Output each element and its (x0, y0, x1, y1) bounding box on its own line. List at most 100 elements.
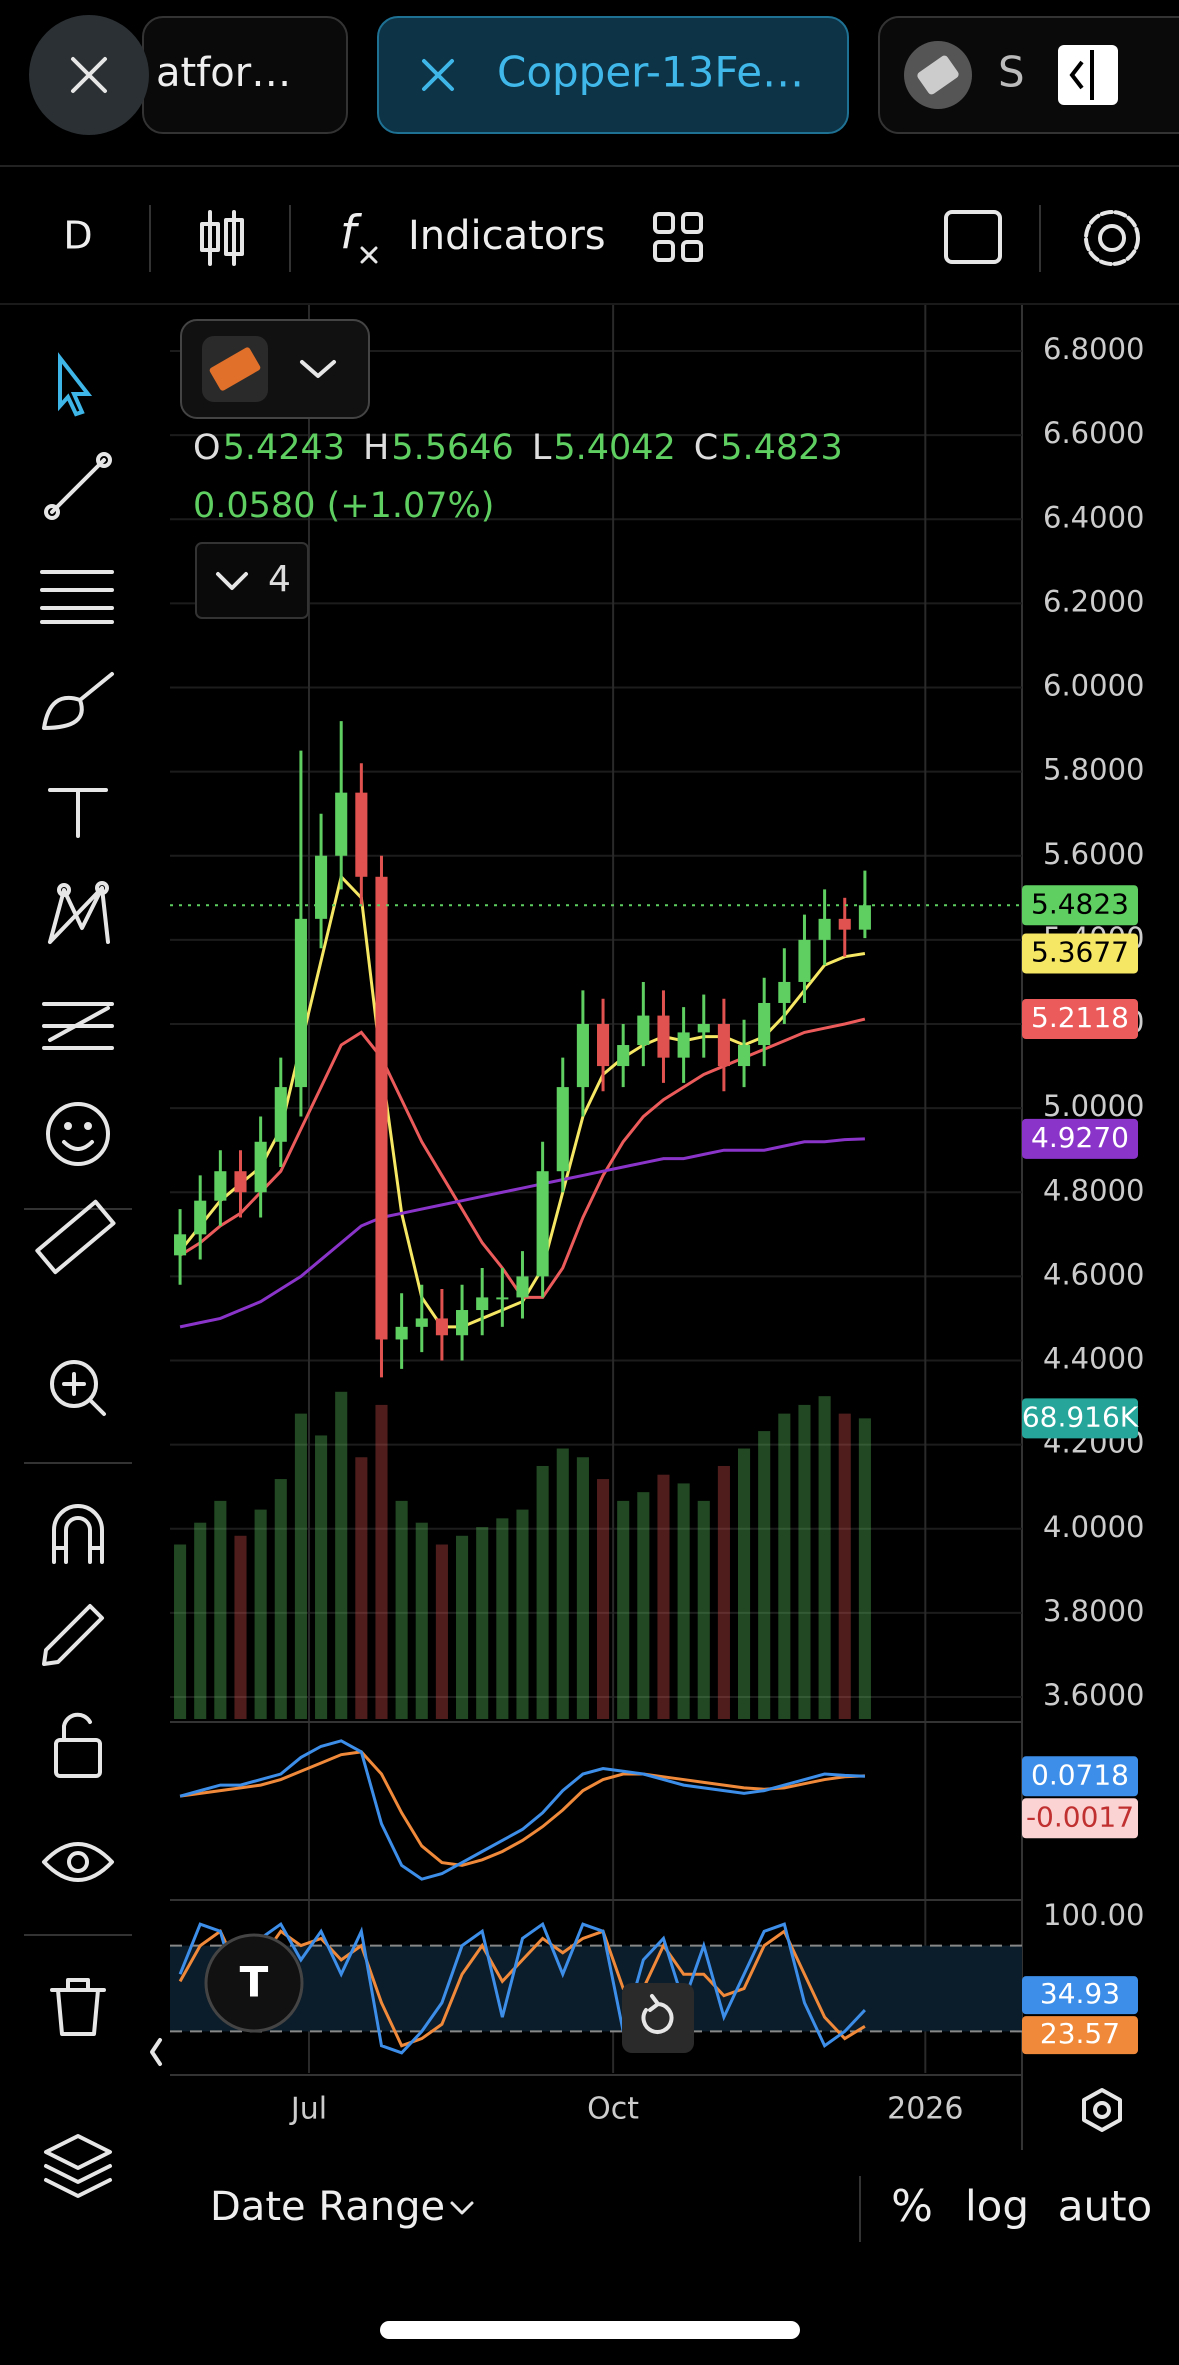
cursor-tool[interactable] (58, 352, 93, 417)
volume-bar (254, 1509, 267, 1719)
settings-button[interactable] (1084, 210, 1140, 266)
layout-button[interactable] (653, 212, 703, 262)
indicator-toggle[interactable] (195, 542, 309, 619)
y-tick-label: 6.2000 (1043, 584, 1144, 618)
volume-bar (315, 1435, 328, 1719)
log-toggle[interactable]: log (965, 2182, 1029, 2231)
macd-hist-badge (1022, 1798, 1138, 1839)
candle-body (536, 1171, 549, 1277)
macd-line (179, 1739, 865, 1881)
interval[interactable]: D (63, 214, 92, 258)
stoch-badge (1022, 2016, 1138, 2055)
symbol-icon-shape (209, 347, 261, 391)
candle-body (274, 1087, 287, 1142)
lock-tool[interactable] (54, 1712, 102, 1778)
volume-bar (274, 1479, 287, 1719)
emoji-tool[interactable] (46, 1102, 110, 1166)
fib-tool[interactable] (40, 570, 114, 624)
indicator-count: 4 (268, 559, 291, 600)
volume-bar (597, 1479, 610, 1719)
indicators-button[interactable]: Indicators (408, 213, 606, 259)
macd-badge (1022, 1756, 1138, 1797)
fullscreen-button[interactable] (944, 210, 1002, 264)
stoch-band (170, 1945, 1022, 2032)
ruler-tool[interactable] (35, 1199, 116, 1275)
volume-bar (476, 1527, 489, 1719)
y-tick-label: 3.8000 (1043, 1594, 1144, 1628)
reset-icon (641, 1994, 674, 2034)
candle-body (576, 1024, 589, 1088)
y-tick-label: 5.8000 (1043, 753, 1144, 787)
panel-toggle[interactable] (1058, 45, 1118, 105)
home-indicator (380, 2321, 800, 2339)
fx-icon-x (360, 246, 378, 264)
candle-body (194, 1200, 207, 1235)
volume-bar (617, 1500, 630, 1719)
ohlc-value: 5.4042 (553, 428, 675, 468)
y-tick-label: 6.8000 (1043, 332, 1144, 366)
magnet-tool[interactable] (52, 1504, 104, 1564)
volume-bar (657, 1474, 670, 1719)
ohlc-label: L (532, 428, 552, 468)
tab-close[interactable] (422, 59, 454, 91)
visibility-tool[interactable] (42, 1842, 114, 1882)
y-tick-label: 4.0000 (1043, 1510, 1144, 1544)
layers-tool[interactable] (44, 2134, 112, 2198)
volume-bar (335, 1391, 348, 1719)
scroll-left[interactable] (150, 2038, 162, 2066)
candle-body (717, 1024, 730, 1067)
volume-bar (395, 1500, 408, 1719)
volume-bar (637, 1492, 650, 1719)
tradingview-logo[interactable] (204, 1933, 304, 2033)
volume-bar (778, 1413, 791, 1719)
ohlc-value: 5.4243 (223, 428, 345, 468)
logo-glyph: T (240, 1958, 269, 2007)
volume-bar (536, 1465, 549, 1719)
date-range-button[interactable]: Date Range (210, 2184, 445, 2230)
volume-bar (496, 1518, 509, 1719)
candle-body (294, 918, 307, 1088)
candle-body (738, 1045, 751, 1067)
candle-body (395, 1326, 408, 1340)
candle-body (516, 1276, 529, 1298)
volume-bar (556, 1448, 569, 1719)
brush-tool[interactable] (42, 672, 114, 730)
candle-type-button[interactable] (200, 210, 244, 266)
candle-body (456, 1310, 469, 1336)
axis-settings[interactable] (1082, 2088, 1122, 2132)
tab-title: atfor… (156, 50, 291, 96)
zoom-tool[interactable] (50, 1360, 106, 1416)
line-tool[interactable] (44, 452, 112, 520)
delete-tool[interactable] (50, 1978, 106, 2036)
stoch-badge-label: 23.57 (1040, 2017, 1120, 2050)
date-range-chevron (450, 2201, 474, 2215)
x-tick-label: Oct (587, 2092, 639, 2127)
price-badge-label: 5.3677 (1031, 935, 1129, 968)
percent-toggle[interactable]: % (891, 2181, 933, 2232)
candle-body (637, 1015, 650, 1046)
price-badge-label: 68.916K (1022, 1400, 1139, 1433)
pattern-tool[interactable] (48, 881, 110, 944)
indicator-chevron (216, 572, 248, 590)
stoch-badge (1022, 1976, 1138, 2015)
volume-bar (738, 1448, 751, 1719)
y-tick-label: 6.4000 (1043, 500, 1144, 534)
candle-body (435, 1318, 448, 1336)
auto-toggle[interactable]: auto (1058, 2182, 1153, 2231)
reset-button[interactable] (622, 1983, 694, 2053)
stoch-tick-label: 100.00 (1043, 1898, 1144, 1932)
projection-tool[interactable] (42, 1002, 114, 1050)
tab-active[interactable] (377, 16, 849, 134)
text-tool[interactable] (48, 788, 108, 838)
volume-bar (858, 1418, 871, 1719)
y-tick-label: 3.6000 (1043, 1678, 1144, 1712)
volume-bar (294, 1413, 307, 1719)
candle-body (597, 1024, 610, 1067)
lock-drawings[interactable] (42, 1604, 104, 1666)
price-badge (1022, 933, 1138, 974)
candle-body (496, 1297, 509, 1300)
tab-title: S (998, 48, 1025, 97)
y-tick-label: 4.8000 (1043, 1173, 1144, 1207)
volume-bar (576, 1457, 589, 1719)
